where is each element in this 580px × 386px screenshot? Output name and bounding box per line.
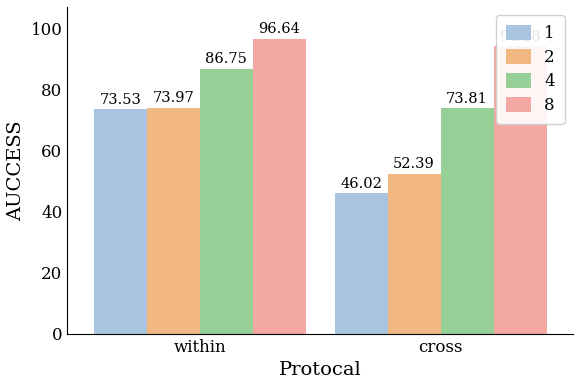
Legend: 1, 2, 4, 8: 1, 2, 4, 8 [496,15,565,124]
Text: 52.39: 52.39 [393,157,435,171]
Y-axis label: AUCCESS: AUCCESS [7,120,25,220]
Bar [147,108,200,334]
Text: 73.53: 73.53 [99,93,141,107]
Text: 46.02: 46.02 [340,177,382,191]
Bar [94,109,147,334]
X-axis label: Protocal: Protocal [279,361,361,379]
Bar [335,193,387,334]
Bar [494,46,546,334]
Text: 94.18: 94.18 [499,30,541,44]
Bar [200,69,253,334]
Text: 73.97: 73.97 [153,91,194,105]
Text: 96.64: 96.64 [258,22,300,36]
Text: 86.75: 86.75 [205,52,247,66]
Bar [253,39,306,334]
Bar [441,108,494,334]
Text: 73.81: 73.81 [446,92,488,106]
Bar [387,174,441,334]
